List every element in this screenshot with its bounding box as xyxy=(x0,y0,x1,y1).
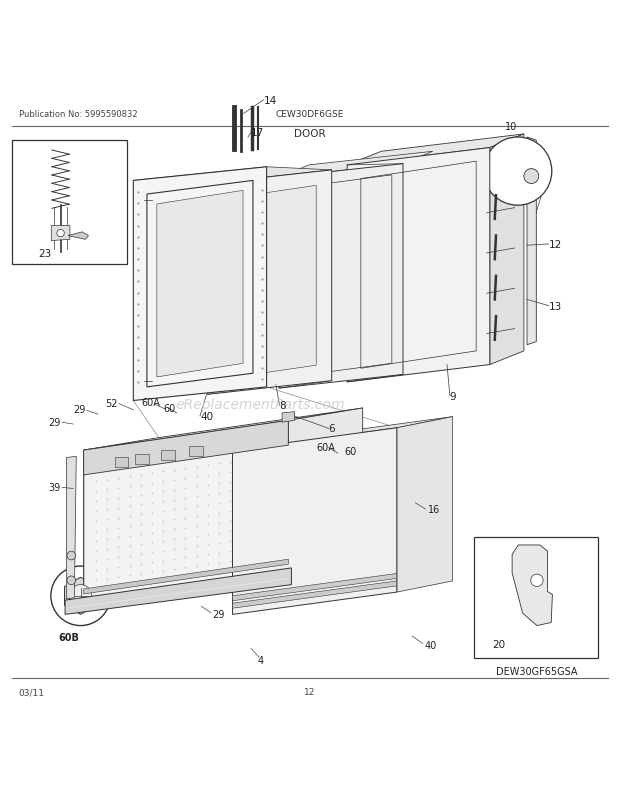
Text: 60B: 60B xyxy=(58,632,79,642)
Polygon shape xyxy=(84,560,288,594)
Polygon shape xyxy=(51,226,70,241)
Text: DEW30GF65GSA: DEW30GF65GSA xyxy=(495,666,577,677)
Polygon shape xyxy=(347,148,490,383)
Polygon shape xyxy=(288,408,363,581)
Polygon shape xyxy=(157,191,243,378)
Polygon shape xyxy=(232,581,397,609)
Text: 60A: 60A xyxy=(141,398,160,408)
Circle shape xyxy=(51,566,110,626)
Circle shape xyxy=(69,585,92,607)
Circle shape xyxy=(524,169,539,184)
Circle shape xyxy=(531,574,543,587)
Text: DOOR: DOOR xyxy=(294,128,326,139)
Bar xyxy=(474,537,598,658)
Polygon shape xyxy=(223,186,316,379)
Circle shape xyxy=(57,230,64,237)
Text: 4: 4 xyxy=(257,655,264,665)
Text: 12: 12 xyxy=(549,240,562,249)
Circle shape xyxy=(67,577,76,585)
Text: 6: 6 xyxy=(329,424,335,434)
Text: 9: 9 xyxy=(450,391,456,401)
Text: 16: 16 xyxy=(428,504,440,514)
Text: 03/11: 03/11 xyxy=(19,687,45,696)
Text: 29: 29 xyxy=(73,405,86,415)
Text: 10: 10 xyxy=(505,122,518,132)
Bar xyxy=(135,454,149,464)
Polygon shape xyxy=(232,573,397,601)
Polygon shape xyxy=(84,421,288,476)
Text: 60: 60 xyxy=(344,447,356,457)
Polygon shape xyxy=(84,421,288,612)
Text: 40: 40 xyxy=(200,411,213,422)
Text: 29: 29 xyxy=(48,417,61,427)
Text: 8: 8 xyxy=(280,401,286,411)
Polygon shape xyxy=(347,135,524,166)
Polygon shape xyxy=(133,168,267,401)
Text: 40: 40 xyxy=(425,641,437,650)
Polygon shape xyxy=(490,135,524,365)
Bar xyxy=(12,141,127,265)
Text: 60: 60 xyxy=(163,403,175,413)
Text: 39: 39 xyxy=(48,483,61,492)
Polygon shape xyxy=(208,171,332,395)
Polygon shape xyxy=(512,545,552,626)
Text: 29: 29 xyxy=(212,610,224,620)
Text: 52: 52 xyxy=(105,399,118,408)
Text: Publication No: 5995590832: Publication No: 5995590832 xyxy=(19,110,137,119)
Circle shape xyxy=(484,138,552,206)
Polygon shape xyxy=(65,568,291,614)
Polygon shape xyxy=(527,138,536,346)
Polygon shape xyxy=(279,164,403,389)
Text: 17: 17 xyxy=(251,128,264,138)
Bar xyxy=(189,447,203,456)
Polygon shape xyxy=(133,168,332,184)
Text: 60A: 60A xyxy=(316,443,335,452)
Polygon shape xyxy=(232,417,453,451)
Text: eReplacementParts.com: eReplacementParts.com xyxy=(175,397,345,411)
Text: 14: 14 xyxy=(264,95,277,106)
Text: 20: 20 xyxy=(492,639,506,650)
Circle shape xyxy=(67,552,76,560)
Text: CEW30DF6GSE: CEW30DF6GSE xyxy=(276,110,344,119)
Polygon shape xyxy=(68,233,89,240)
Text: 23: 23 xyxy=(38,249,51,258)
Polygon shape xyxy=(64,577,97,614)
Bar xyxy=(115,457,128,467)
Text: 12: 12 xyxy=(304,687,316,696)
Polygon shape xyxy=(84,408,363,451)
Polygon shape xyxy=(66,456,76,599)
Bar xyxy=(161,451,175,460)
Polygon shape xyxy=(282,412,294,423)
Polygon shape xyxy=(397,417,453,593)
Text: 13: 13 xyxy=(549,302,562,311)
Polygon shape xyxy=(279,152,433,178)
Polygon shape xyxy=(232,428,397,614)
Polygon shape xyxy=(84,569,288,604)
